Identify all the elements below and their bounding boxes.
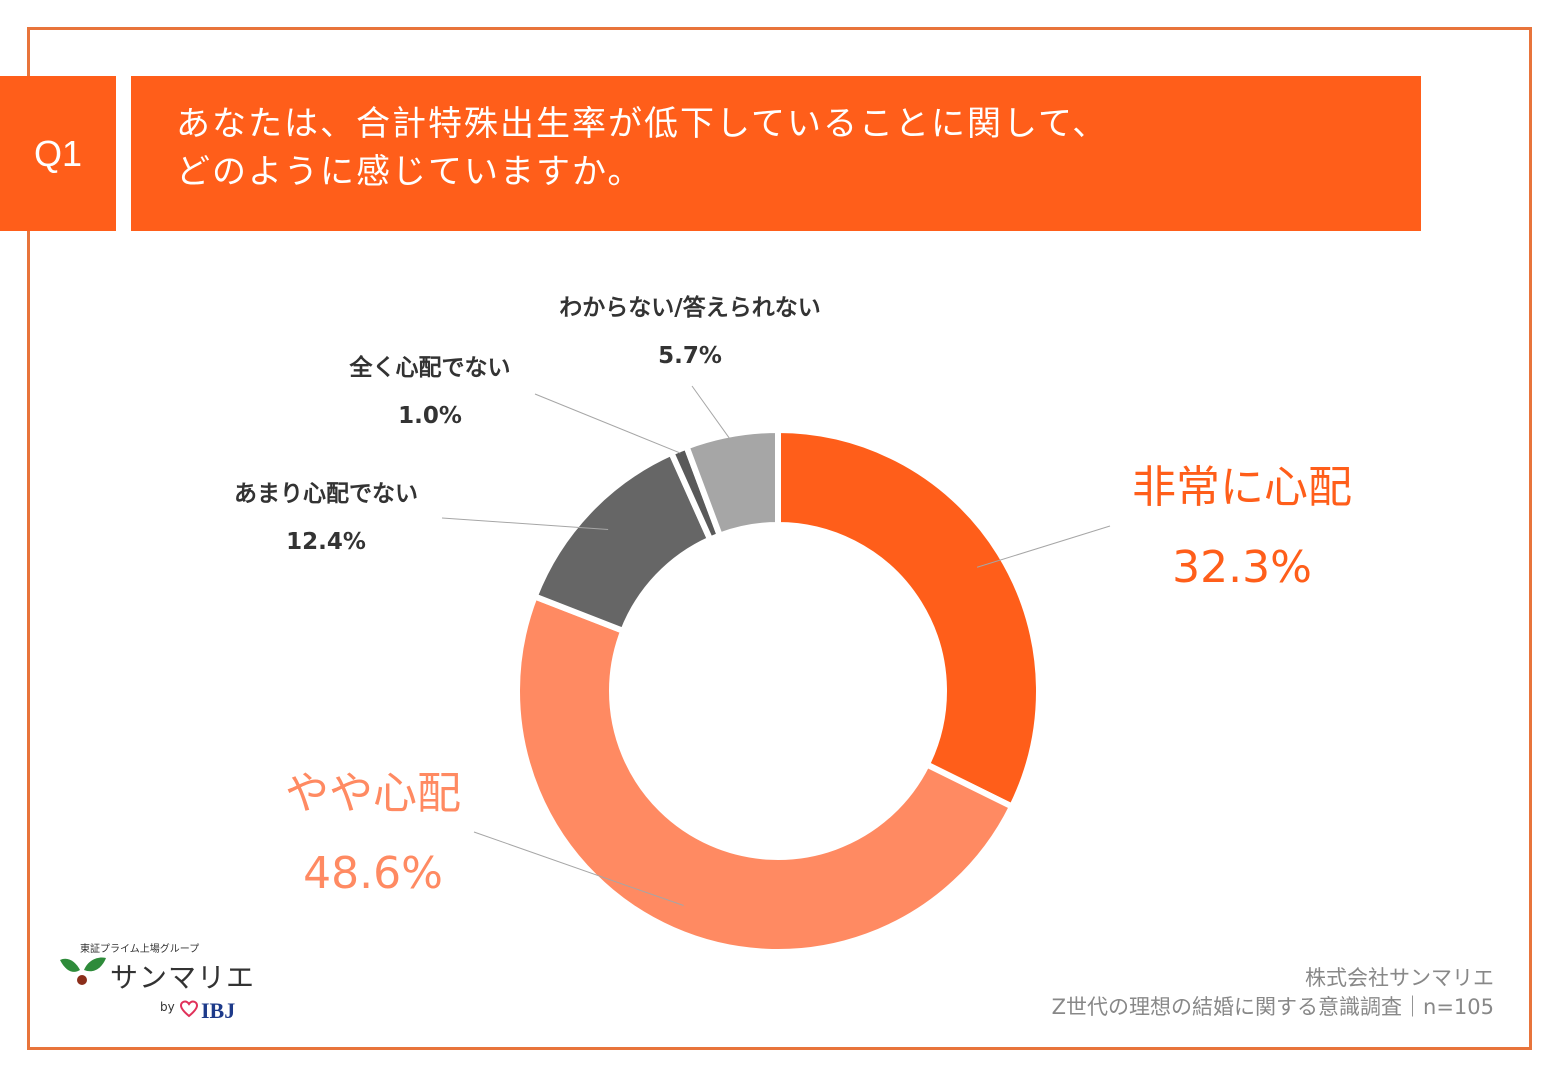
label-very-worried-name: 非常に心配: [1132, 462, 1352, 513]
label-very-worried: 非常に心配 32.3%: [1107, 448, 1377, 608]
slice-somewhat-worried: [514, 593, 1016, 955]
leader-line-dont-know: [691, 385, 734, 444]
label-dont-know: わからない/答えられない 5.7%: [510, 284, 870, 380]
logo-brand: サンマリエ: [110, 961, 256, 994]
label-not-worried-at-all: 全く心配でない 1.0%: [310, 344, 550, 440]
label-not-very-worried-value: 12.4%: [286, 529, 366, 555]
slide-frame: [27, 27, 1532, 1050]
label-dont-know-value: 5.7%: [658, 343, 722, 369]
leader-line-not-worried-at-all: [534, 393, 681, 454]
slice-dont-know: [683, 427, 781, 539]
label-very-worried-value: 32.3%: [1172, 542, 1312, 593]
credit-company: 株式会社サンマリエ: [1305, 966, 1494, 990]
label-dont-know-name: わからない/答えられない: [559, 295, 821, 321]
logo-tagline: 東証プライム上場グループ: [80, 944, 200, 955]
sunmarie-logo: 東証プライム上場グループ サンマリエ by IBJ: [58, 936, 254, 1031]
label-not-worried-at-all-value: 1.0%: [398, 403, 462, 429]
question-text-line-2: どのように感じていますか。: [176, 152, 644, 192]
label-somewhat-worried: やや心配 48.6%: [238, 754, 508, 914]
leaf-icon: [60, 957, 106, 985]
slice-very-worried: [775, 427, 1042, 810]
label-somewhat-worried-value: 48.6%: [303, 848, 443, 899]
leader-line-not-very-worried: [441, 517, 609, 530]
question-badge: Q1: [0, 76, 116, 231]
label-somewhat-worried-name: やや心配: [285, 768, 461, 819]
label-not-very-worried: あまり心配でない 12.4%: [196, 470, 456, 566]
question-number: Q1: [33, 132, 83, 174]
question-banner: あなたは、合計特殊出生率が低下していることに関して、 どのように感じていますか。: [131, 76, 1421, 231]
logo-partner: IBJ: [201, 998, 236, 1023]
label-not-worried-at-all-name: 全く心配でない: [349, 355, 511, 381]
credit-survey: Z世代の理想の結婚に関する意識調査｜n=105: [1051, 995, 1494, 1019]
leader-line-very-worried: [976, 525, 1111, 568]
credit-block: 株式会社サンマリエ Z世代の理想の結婚に関する意識調査｜n=105: [1052, 964, 1494, 1022]
label-not-very-worried-name: あまり心配でない: [234, 481, 418, 507]
leader-line-somewhat-worried: [473, 831, 684, 907]
heart-icon: [180, 1000, 198, 1018]
question-text-line-1: あなたは、合計特殊出生率が低下していることに関して、: [176, 104, 1109, 144]
logo-by: by: [160, 1000, 175, 1014]
